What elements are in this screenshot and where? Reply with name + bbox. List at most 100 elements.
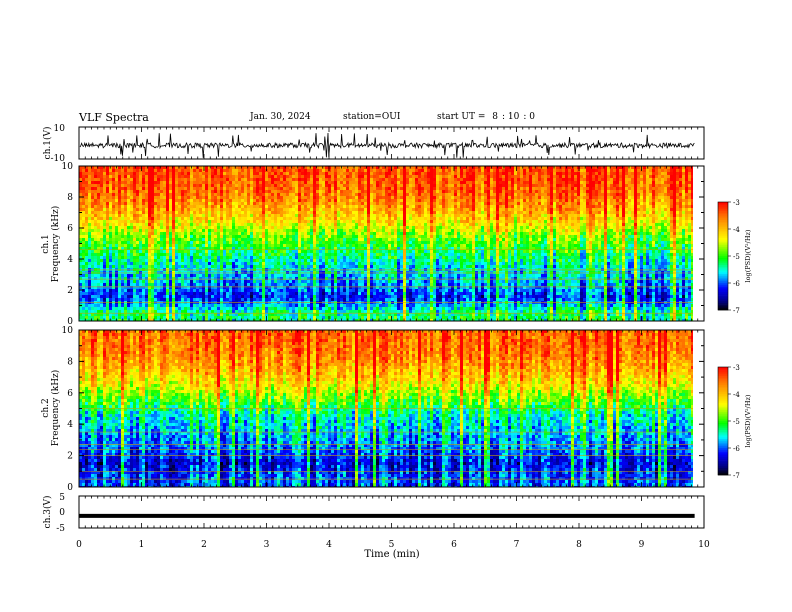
spectrogram-cell (478, 235, 482, 239)
spectrogram-cell (640, 184, 644, 188)
spectrogram-cell (127, 223, 131, 227)
spectrogram-cell (349, 235, 353, 239)
spectrogram-cell (298, 181, 302, 185)
spectrogram-cell (205, 196, 209, 200)
spectrogram-cell (571, 196, 575, 200)
spectrogram-cell (643, 184, 647, 188)
spectrogram-cell (97, 208, 101, 212)
spectrogram-cell (274, 229, 278, 233)
spectrogram-cell (649, 181, 653, 185)
spectrogram-cell (631, 166, 635, 170)
spectrogram-cell (109, 175, 113, 179)
spectrogram-cell (550, 187, 554, 191)
spectrogram-cell (682, 202, 686, 206)
spectrogram-cell (208, 202, 212, 206)
spectrogram-cell (313, 232, 317, 236)
spectrogram-cell (658, 196, 662, 200)
spectrogram-cell (514, 211, 518, 215)
spectrogram-cell (448, 229, 452, 233)
spectrogram-cell (406, 196, 410, 200)
spectrogram-cell (298, 220, 302, 224)
spectrogram-cell (211, 235, 215, 239)
spectrogram-cell (202, 196, 206, 200)
spectrogram-cell (91, 202, 95, 206)
spectrogram-cell (217, 232, 221, 236)
spectrogram-cell (472, 214, 476, 218)
spectrogram-cell (259, 202, 263, 206)
spectrogram-cell (166, 193, 170, 197)
spectrogram-cell (496, 217, 500, 221)
spectrogram-cell (520, 193, 524, 197)
spectrogram-cell (376, 169, 380, 173)
spectrogram-cell (379, 193, 383, 197)
spectrogram-cell (319, 235, 323, 239)
spectrogram-cell (598, 196, 602, 200)
spectrogram-cell (361, 205, 365, 209)
spectrogram-cell (226, 229, 230, 233)
spectrogram-cell (436, 232, 440, 236)
spectrogram-cell (502, 235, 506, 239)
spectrogram-cell (139, 232, 143, 236)
spectrogram-cell (427, 196, 431, 200)
spectrogram-cell (661, 196, 665, 200)
spectrogram-cell (310, 229, 314, 233)
spectrogram-cell (499, 190, 503, 194)
spectrogram-cell (574, 208, 578, 212)
spectrogram-cell (349, 169, 353, 173)
spectrogram-cell (469, 211, 473, 215)
spectrogram-cell (298, 187, 302, 191)
spectrogram-cell (352, 199, 356, 203)
spectrogram-cell (607, 190, 611, 194)
spectrogram-cell (520, 229, 524, 233)
spectrogram-cell (139, 238, 143, 242)
spectrogram-cell (541, 229, 545, 233)
spectrogram-cell (358, 235, 362, 239)
spectrogram-cell (526, 169, 530, 173)
spectrogram-cell (646, 214, 650, 218)
spectrogram-cell (493, 235, 497, 239)
spectrogram-cell (397, 196, 401, 200)
spectrogram-cell (175, 217, 179, 221)
spectrogram-cell (79, 199, 83, 203)
spectrogram-cell (340, 202, 344, 206)
spectrogram-cell (157, 211, 161, 215)
spectrogram-cell (652, 175, 656, 179)
spectrogram-cell (208, 208, 212, 212)
spectrogram-cell (367, 196, 371, 200)
spectrogram-cell (523, 202, 527, 206)
spectrogram-cell (358, 226, 362, 230)
spectrogram-cell (580, 223, 584, 227)
spectrogram-cell (289, 202, 293, 206)
spectrogram-cell (184, 184, 188, 188)
spectrogram-cell (316, 235, 320, 239)
spectrogram-cell (322, 172, 326, 176)
spectrogram-cell (592, 205, 596, 209)
spectrogram-cell (121, 223, 125, 227)
spectrogram-cell (172, 199, 176, 203)
spectrogram-cell (190, 181, 194, 185)
spectrogram-cell (541, 232, 545, 236)
spectrogram-cell (664, 205, 668, 209)
spectrogram-cell (241, 169, 245, 173)
spectrogram-cell (610, 175, 614, 179)
spectrogram-cell (463, 166, 467, 170)
spectrogram-cell (241, 172, 245, 176)
spectrogram-cell (340, 214, 344, 218)
spectrogram-cell (172, 223, 176, 227)
spectrogram-cell (163, 232, 167, 236)
spectrogram-cell (190, 232, 194, 236)
spectrogram-cell (283, 202, 287, 206)
spectrogram-cell (514, 196, 518, 200)
spectrogram-cell (391, 184, 395, 188)
spectrogram-cell (445, 181, 449, 185)
spectrogram-cell (580, 229, 584, 233)
spectrogram-cell (442, 214, 446, 218)
spectrogram-cell (340, 178, 344, 182)
spectrogram-cell (169, 211, 173, 215)
spectrogram-cell (439, 184, 443, 188)
spectrogram-cell (322, 181, 326, 185)
spectrogram-cell (298, 166, 302, 170)
spectrogram-cell (247, 229, 251, 233)
spectrogram-cell (178, 220, 182, 224)
spectrogram-cell (340, 181, 344, 185)
